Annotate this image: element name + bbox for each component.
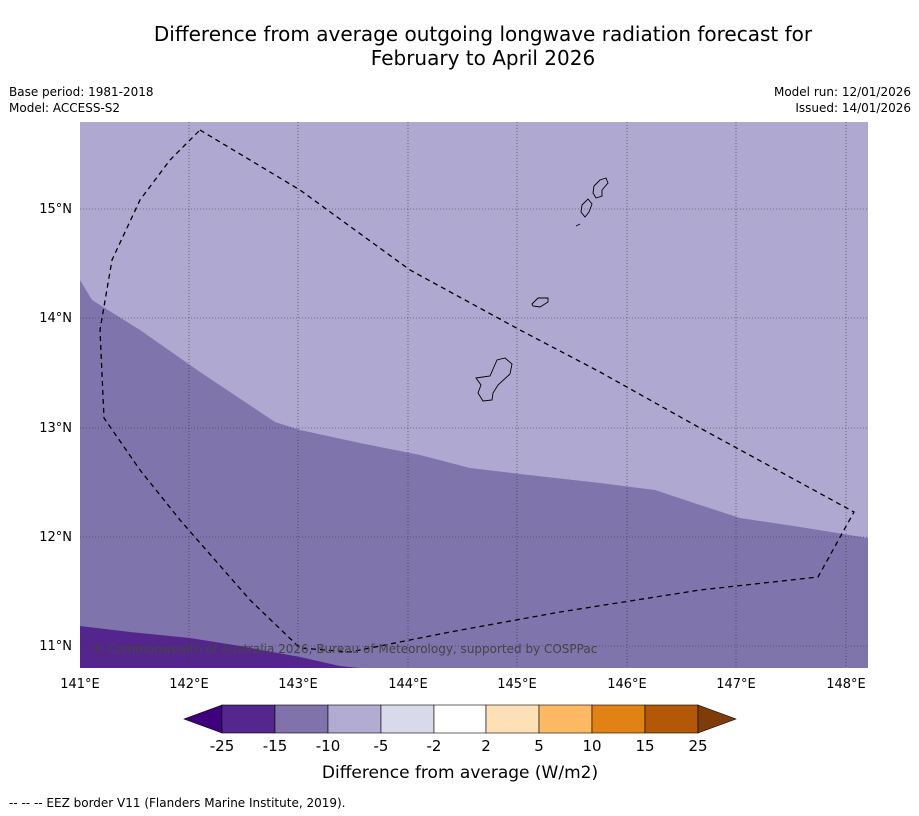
- latitude-labels: 15°N 14°N 13°N 12°N 11°N: [39, 202, 72, 654]
- map-area: © Commonwealth of Australia 2026, Bureau…: [80, 122, 868, 668]
- colorbar-tick: 25: [688, 737, 707, 755]
- metadata-left: Base period: 1981-2018 Model: ACCESS-S2: [9, 84, 154, 116]
- lon-label: 146°E: [607, 677, 647, 692]
- lat-label: 14°N: [39, 311, 72, 326]
- colorbar-tick: -10: [316, 737, 341, 755]
- colorbar-cell: [327, 704, 382, 734]
- lat-label: 13°N: [39, 421, 72, 436]
- colorbar-cell: [485, 704, 540, 734]
- islands: [475, 177, 609, 402]
- lon-label: 141°E: [60, 677, 100, 692]
- lon-label: 147°E: [716, 677, 756, 692]
- lat-label: 11°N: [39, 639, 72, 654]
- island-aguijan: [575, 223, 581, 227]
- colorbar-tick: 10: [582, 737, 601, 755]
- colorbar-tick: -15: [263, 737, 288, 755]
- colorbar-cell: [538, 704, 593, 734]
- lon-label: 143°E: [278, 677, 318, 692]
- lat-label: 15°N: [39, 202, 72, 217]
- colorbar-cell: [380, 704, 435, 734]
- eez-footnote: -- -- -- EEZ border V11 (Flanders Marine…: [9, 796, 346, 810]
- colorbar-tick: 2: [481, 737, 491, 755]
- colorbar-tick: -5: [374, 737, 389, 755]
- colorbar-tick: 15: [635, 737, 654, 755]
- colorbar-label: Difference from average (W/m2): [322, 763, 598, 783]
- island-tinian: [580, 198, 593, 218]
- island-rota: [531, 297, 549, 308]
- band-minus-15-to-minus-25: [80, 626, 360, 668]
- colorbar-cell: [274, 704, 329, 734]
- lon-label: 148°E: [826, 677, 866, 692]
- model-run: Model run: 12/01/2026: [773, 85, 911, 99]
- colorbar-tick: -25: [210, 737, 235, 755]
- lon-label: 142°E: [169, 677, 209, 692]
- colorbar: -25 -15 -10 -5 -2 2 5 10 15 25 Differenc…: [183, 704, 737, 783]
- island-saipan: [592, 177, 609, 199]
- colorbar-tick: 5: [534, 737, 544, 755]
- lat-label: 12°N: [39, 530, 72, 545]
- colorbar-cell: [591, 704, 646, 734]
- model-name: Model: ACCESS-S2: [9, 101, 121, 115]
- base-period: Base period: 1981-2018: [9, 85, 154, 99]
- lon-label: 145°E: [497, 677, 537, 692]
- metadata-right: Model run: 12/01/2026 Issued: 14/01/2026: [774, 84, 911, 116]
- title-line-1: Difference from average outgoing longwav…: [153, 22, 813, 46]
- colorbar-cell: [644, 704, 699, 734]
- colorbar-cell: [697, 704, 737, 734]
- colorbar-ticks: -25 -15 -10 -5 -2 2 5 10 15 25: [210, 737, 708, 755]
- issued-date: Issued: 14/01/2026: [795, 101, 911, 115]
- copyright-notice: © Commonwealth of Australia 2026, Bureau…: [92, 642, 597, 656]
- band-minus-10-to-minus-15: [80, 280, 868, 668]
- island-guam: [475, 357, 513, 402]
- map-title: Difference from average outgoing longwav…: [90, 22, 876, 70]
- colorbar-cell: [221, 704, 276, 734]
- lon-label: 144°E: [388, 677, 428, 692]
- eez-border: [99, 129, 855, 653]
- colorbar-tick: -2: [427, 737, 442, 755]
- grid-lines: [80, 122, 868, 668]
- colorbar-cell: [433, 704, 487, 734]
- colorbar-cell: [183, 704, 223, 734]
- longitude-labels: 141°E 142°E 143°E 144°E 145°E 146°E 147°…: [60, 677, 866, 692]
- title-line-2: February to April 2026: [370, 46, 596, 70]
